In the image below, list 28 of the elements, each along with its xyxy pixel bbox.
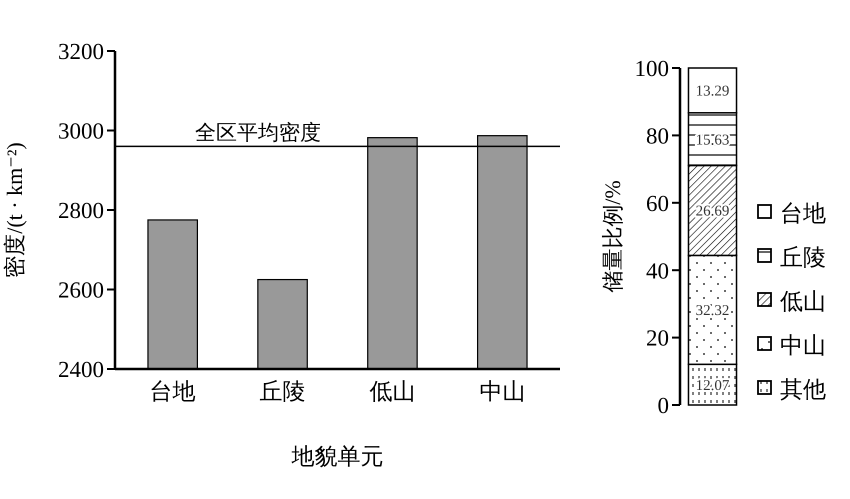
y-tick-label: 40: [646, 258, 669, 284]
y-tick-label: 3200: [58, 39, 104, 64]
x-axis-title: 地貌单元: [290, 444, 384, 469]
y-tick-label: 3000: [58, 118, 104, 144]
y-axis-title: 密度/(t · km⁻²): [2, 142, 27, 278]
y-tick-label: 100: [634, 56, 669, 82]
y-tick-label: 80: [646, 123, 669, 148]
data-label: 12.07: [696, 378, 730, 394]
y-tick-label: 0: [658, 393, 669, 418]
x-tick-label: 中山: [479, 379, 526, 404]
y-tick-label: 60: [646, 190, 669, 216]
y-axis-title: 储量比例/%: [600, 180, 625, 293]
legend-label: 低山: [780, 289, 826, 314]
ref-line-label: 全区平均密度: [195, 120, 322, 144]
legend-label: 台地: [780, 201, 826, 226]
y-tick-label: 2600: [58, 278, 104, 303]
data-label: 32.32: [696, 303, 730, 320]
x-tick-label: 低山: [369, 379, 416, 404]
legend-label: 中山: [780, 333, 826, 358]
x-tick-label: 丘陵: [260, 379, 306, 404]
y-tick-label: 2400: [58, 357, 104, 382]
y-tick-label: 2800: [58, 198, 104, 224]
legend-label: 其他: [780, 377, 826, 402]
x-tick-label: 台地: [150, 379, 196, 404]
data-label: 15.63: [696, 132, 730, 148]
legend-label: 丘陵: [780, 245, 826, 270]
y-tick-label: 20: [646, 326, 669, 351]
data-label: 13.29: [696, 84, 730, 100]
